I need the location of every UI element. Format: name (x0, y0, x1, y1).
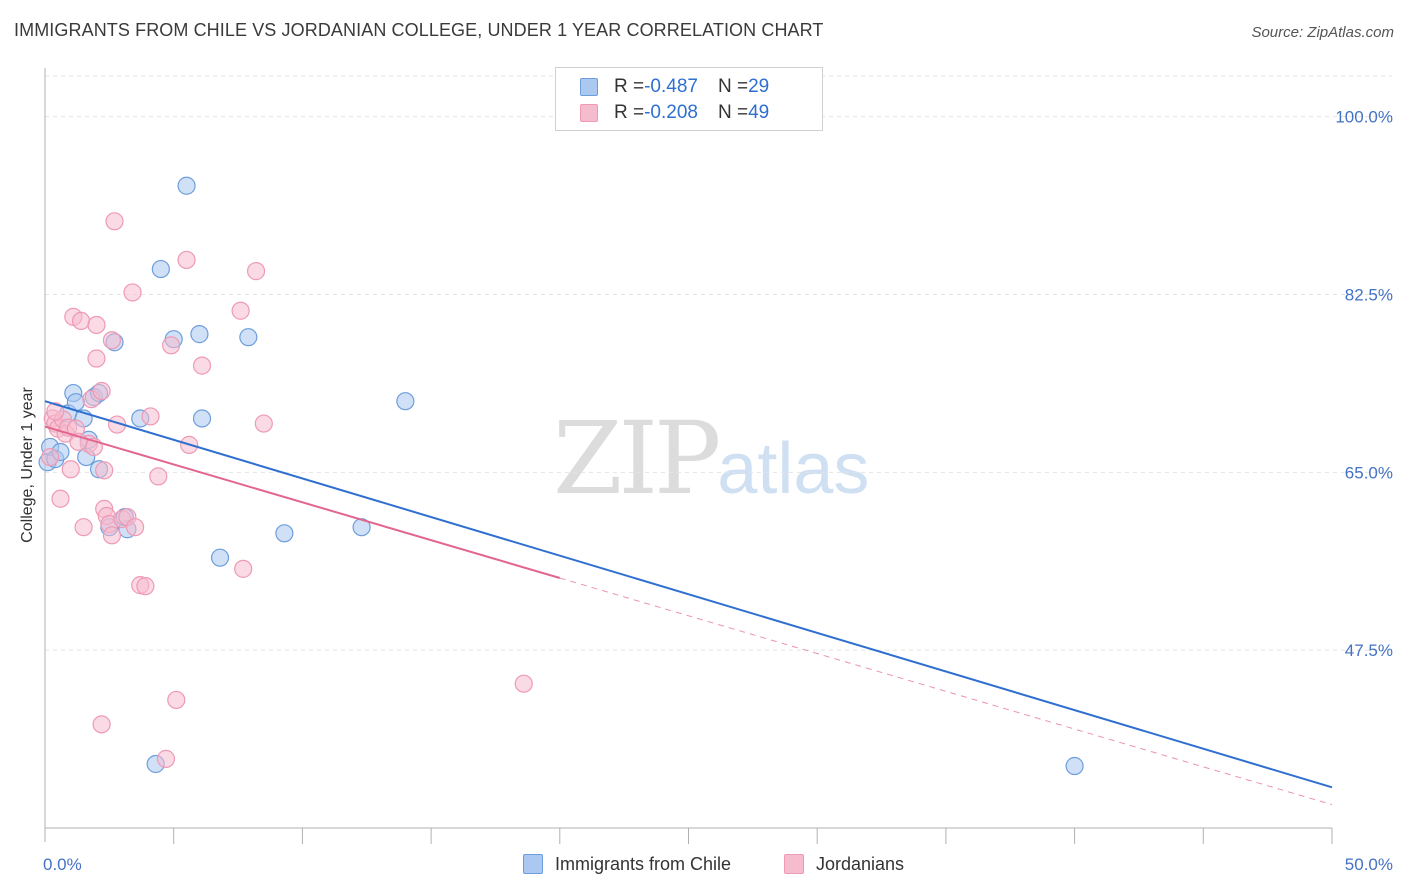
watermark-zip: ZIP (553, 400, 721, 517)
jordan-point (192, 356, 212, 375)
jordan-point (514, 674, 533, 693)
jordan-point (74, 518, 93, 537)
jordan-point (254, 414, 273, 433)
bottom-legend-chile: Immigrants from Chile (523, 852, 731, 876)
legend-r-value: -0.487 (644, 76, 698, 97)
jordan-point (92, 715, 111, 734)
y-tick-label: 82.5% (1345, 285, 1393, 304)
jordan-point (102, 526, 122, 545)
jordan-point (123, 283, 142, 302)
jordan-point (149, 467, 168, 486)
chile-point (1065, 756, 1084, 776)
chile-swatch (523, 854, 543, 874)
x-tick-label: 0.0% (43, 855, 82, 874)
legend-n-value: 49 (748, 102, 770, 123)
legend-row-chile: R = -0.487 N = 29 (580, 75, 769, 99)
chile-point (396, 392, 415, 411)
jordan-point (87, 315, 106, 335)
jordan-point (71, 311, 91, 331)
y-tick-label: 65.0% (1345, 463, 1393, 482)
jordan-point (87, 349, 106, 368)
source-label: Source: ZipAtlas.com (1251, 24, 1394, 41)
correlation-legend: R = -0.487 N = 29 R = -0.208 N = 49 (555, 67, 823, 131)
bottom-legend-label: Immigrants from Chile (555, 853, 732, 874)
jordan-point (46, 402, 65, 421)
jordan-point (92, 381, 111, 401)
chile-point (275, 524, 294, 543)
chile-point (239, 328, 258, 347)
y-tick-label: 47.5% (1345, 641, 1393, 660)
legend-r-value: -0.208 (644, 102, 698, 123)
jordan-point (234, 559, 253, 578)
jordan-trend-line (44, 425, 561, 579)
jordan-point (177, 250, 196, 270)
jordan-point (162, 336, 181, 355)
jordan-point (167, 690, 186, 710)
jordan-point (102, 331, 122, 350)
legend-row-jordan: R = -0.208 N = 49 (580, 101, 769, 125)
chile-point (192, 409, 212, 428)
watermark: ZIPatlas (553, 400, 869, 517)
chile-point (210, 548, 230, 567)
jordan-point (246, 262, 266, 281)
legend-r-label: R = (614, 76, 645, 97)
legend-n-label: N = (717, 76, 749, 97)
jordan-point (95, 461, 114, 480)
bottom-legend-label: Jordanians (816, 853, 905, 874)
x-tick-label: 50.0% (1345, 855, 1393, 874)
chile-point (177, 176, 196, 195)
legend-n-value: 29 (748, 76, 770, 97)
y-tick-label: 100.0% (1335, 108, 1393, 127)
jordan-point (136, 577, 155, 596)
legend-n-label: N = (717, 102, 749, 123)
jordan-point (231, 301, 250, 320)
legend-r-label: R = (614, 102, 645, 123)
bottom-legend-jordan: Jordanians (784, 852, 904, 876)
chile-swatch (580, 78, 598, 96)
chile-point (190, 325, 209, 344)
chile-point (151, 259, 170, 279)
chart-title: IMMIGRANTS FROM CHILE VS JORDANIAN COLLE… (14, 20, 824, 40)
y-axis-title: College, Under 1 year (19, 387, 36, 543)
jordan-point (125, 518, 145, 537)
jordan-swatch (784, 854, 804, 874)
jordan-point (141, 407, 160, 426)
jordan-trend-extension (559, 577, 1333, 806)
jordan-point (41, 447, 60, 467)
chile-trend-line (44, 400, 1333, 789)
jordan-point (61, 460, 80, 479)
jordan-point (51, 489, 70, 508)
jordan-swatch (580, 104, 598, 122)
jordan-point (156, 749, 176, 768)
jordan-point (105, 212, 124, 231)
watermark-atlas: atlas (717, 429, 870, 509)
